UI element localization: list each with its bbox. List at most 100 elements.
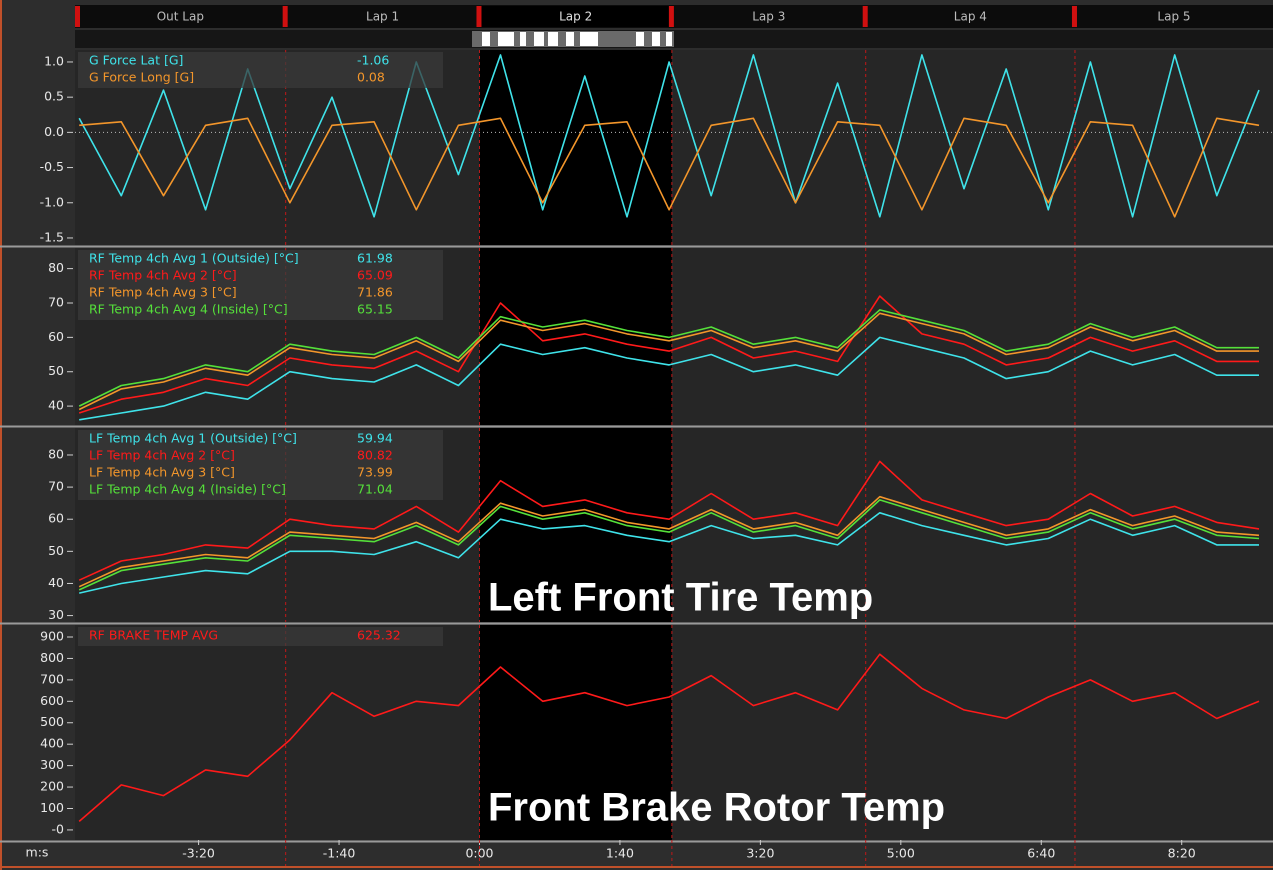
lap-marker: [668, 6, 674, 27]
y-tick-label: 0.5: [44, 89, 64, 104]
legend-bg: [78, 627, 443, 646]
plot-lines: [78, 54, 1260, 218]
legend-bg: [78, 430, 443, 500]
x-tick-label: 6:40: [1027, 846, 1055, 861]
selected-lap-region: [479, 625, 672, 840]
lap-name: Out Lap: [157, 10, 204, 24]
y-tick-label: 1.0: [44, 53, 64, 68]
lap-name: Lap 3: [752, 10, 785, 24]
legend-value: 65.09: [357, 268, 393, 283]
series-line: [79, 336, 1259, 421]
legend-value: 625.32: [357, 628, 401, 643]
legend-value: -1.06: [357, 53, 389, 68]
y-tick-label: 200: [40, 779, 64, 794]
x-tick-label: 1:40: [606, 846, 634, 861]
series-line: [78, 460, 1260, 581]
legend-value: 59.94: [357, 431, 393, 446]
plot-lines: [78, 295, 1259, 421]
legend-value: 61.98: [357, 251, 393, 266]
y-tick-label: 70: [48, 479, 64, 494]
strip-block: [534, 32, 544, 46]
lap-marker: [1071, 6, 1077, 27]
legend-name: RF Temp 4ch Avg 1 (Outside) [°C]: [89, 251, 299, 266]
lap-name: Lap 4: [954, 10, 987, 24]
legend-name: G Force Long [G]: [89, 70, 194, 85]
y-tick-label: 50: [48, 543, 64, 558]
series-line: [79, 511, 1259, 594]
timeline-strip: [75, 30, 1273, 48]
lap-name: Lap 5: [1157, 10, 1190, 24]
legend-name: RF BRAKE TEMP AVG: [89, 628, 218, 643]
lap-marker: [282, 6, 288, 27]
y-tick-label: -1.5: [40, 229, 64, 244]
y-tick-label: 400: [40, 736, 64, 751]
legend-name: LF Temp 4ch Avg 4 (Inside) [°C]: [89, 482, 286, 497]
legend-name: LF Temp 4ch Avg 3 [°C]: [89, 465, 235, 480]
strip-block: [566, 32, 574, 46]
y-tick-label: 70: [48, 294, 64, 309]
series-line: [78, 499, 1260, 591]
x-tick-label: 8:20: [1168, 846, 1196, 861]
y-tick-label: -0.5: [40, 159, 64, 174]
legend-bg: [78, 52, 443, 88]
window-edge: [0, 0, 2, 870]
annotation: Left Front Tire Temp: [488, 576, 873, 620]
legend-name: RF Temp 4ch Avg 3 [°C]: [89, 285, 237, 300]
strip-block: [666, 32, 672, 46]
x-tick-label: 3:20: [746, 846, 774, 861]
y-tick-label: 30: [48, 607, 64, 622]
legend-name: RF Temp 4ch Avg 4 (Inside) [°C]: [89, 302, 288, 317]
y-tick-label: 60: [48, 511, 64, 526]
series-line: [78, 309, 1259, 407]
series-line: [78, 312, 1259, 411]
series-line: [78, 295, 1259, 414]
strip-block: [636, 32, 644, 46]
y-tick-label: 900: [40, 629, 64, 644]
legend-value: 71.86: [357, 285, 393, 300]
strip-block: [520, 32, 526, 46]
y-tick-label: 100: [40, 800, 64, 815]
legend-value: 65.15: [357, 302, 393, 317]
y-tick-label: 500: [40, 714, 64, 729]
lap-name: Lap 2: [559, 10, 592, 24]
selected-lap-region: [479, 50, 672, 245]
y-tick-label: 800: [40, 650, 64, 665]
legend-value: 73.99: [357, 465, 393, 480]
y-tick-label: 700: [40, 671, 64, 686]
legend-name: G Force Lat [G]: [89, 53, 183, 68]
legend-name: RF Temp 4ch Avg 2 [°C]: [89, 268, 237, 283]
y-tick-label: -1.0: [40, 194, 64, 209]
x-tick-label: 5:00: [887, 846, 915, 861]
lap-marker: [75, 6, 80, 27]
y-tick-label: -0: [52, 821, 65, 836]
plot-lines: [78, 460, 1260, 594]
strip-block: [498, 32, 514, 46]
y-tick-label: 80: [48, 260, 64, 275]
strip-block: [652, 32, 660, 46]
y-tick-label: 40: [48, 398, 64, 413]
lap-marker: [476, 6, 482, 27]
lap-header-selected: [479, 6, 672, 27]
legend-value: 80.82: [357, 448, 393, 463]
strip-block: [548, 32, 558, 46]
y-tick-label: 0.0: [44, 124, 64, 139]
annotation: Front Brake Rotor Temp: [488, 786, 945, 830]
series-line: [78, 495, 1260, 588]
x-tick-label: -3:20: [182, 846, 215, 861]
lap-bar: [75, 5, 1273, 28]
y-tick-label: 60: [48, 329, 64, 344]
legend-name: LF Temp 4ch Avg 2 [°C]: [89, 448, 235, 463]
strip-block: [580, 32, 598, 46]
series-line: [78, 653, 1260, 823]
plot-lines: [78, 653, 1260, 823]
y-tick-label: 40: [48, 575, 64, 590]
y-tick-label: 50: [48, 363, 64, 378]
x-axis-label: m:s: [26, 845, 49, 860]
y-tick-label: 80: [48, 446, 64, 461]
lap-marker: [862, 6, 868, 27]
legend-name: LF Temp 4ch Avg 1 (Outside) [°C]: [89, 431, 297, 446]
strip-block: [482, 32, 490, 46]
series-line: [78, 54, 1260, 218]
y-tick-label: 600: [40, 693, 64, 708]
